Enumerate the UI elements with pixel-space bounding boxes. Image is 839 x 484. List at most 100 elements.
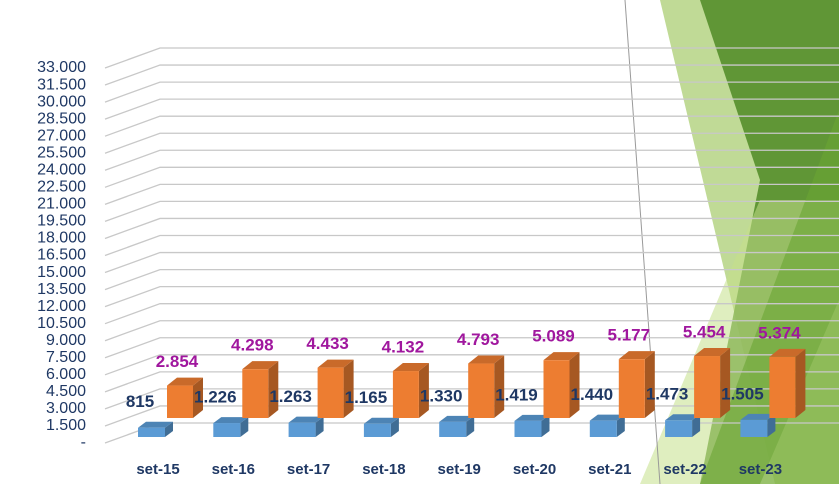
- bar-top: [242, 361, 279, 370]
- y-tick-label: -: [81, 434, 86, 451]
- y-tick-label: 33.000: [37, 59, 86, 76]
- bar: [618, 359, 645, 418]
- bar: [242, 369, 269, 418]
- bar-side: [240, 417, 249, 437]
- grid-line: [104, 268, 839, 291]
- grid-line: [104, 354, 839, 376]
- bar-top: [769, 348, 806, 357]
- grid-line: [104, 98, 839, 120]
- bar: [363, 423, 391, 437]
- data-label: 1.226: [194, 388, 237, 407]
- x-tick-label: set-16: [212, 461, 255, 478]
- data-label: 4.433: [306, 334, 349, 353]
- grid-line: [104, 320, 839, 342]
- data-label: 1.419: [495, 385, 538, 404]
- grid-line: [104, 149, 839, 171]
- bar: [392, 371, 419, 418]
- bar-side: [616, 414, 625, 437]
- grid-line: [104, 405, 839, 427]
- data-label: 1.473: [646, 385, 689, 404]
- grid-line: [104, 64, 839, 86]
- bar-top: [740, 413, 776, 420]
- y-tick-label: 27.000: [37, 127, 86, 144]
- x-tick-label: set-15: [136, 461, 179, 478]
- grid-line: [104, 388, 839, 410]
- bar-top: [363, 417, 399, 424]
- bar: [317, 367, 344, 418]
- data-label: 815: [126, 392, 154, 411]
- y-tick-label: 19.500: [37, 213, 86, 230]
- x-tick-label: set-20: [513, 461, 556, 478]
- background-decoration: [624, 0, 839, 484]
- bar-top: [589, 414, 625, 421]
- bar: [138, 427, 165, 437]
- data-label: 1.165: [345, 388, 388, 407]
- bar-side: [720, 348, 731, 418]
- y-tick-label: 6.000: [46, 366, 86, 383]
- data-label: 1.330: [420, 386, 463, 405]
- x-tick-label: set-18: [362, 461, 405, 478]
- bar-top: [618, 351, 655, 360]
- bar-top: [138, 421, 173, 428]
- x-tick-label: set-19: [438, 461, 481, 478]
- y-tick-label: 3.000: [46, 400, 86, 417]
- bar-side: [767, 413, 776, 437]
- bar: [589, 420, 617, 437]
- bar: [468, 363, 495, 418]
- grid-line: [104, 47, 839, 69]
- bar-side: [343, 359, 354, 418]
- y-tick-label: 15.000: [37, 264, 86, 281]
- bar-top: [213, 417, 249, 424]
- y-tick-label: 4.500: [46, 383, 86, 400]
- x-tick-label: set-22: [663, 461, 706, 478]
- data-label: 1.505: [721, 384, 764, 403]
- grid-line: [104, 200, 839, 223]
- data-label: 1.440: [571, 385, 614, 404]
- grid-line: [104, 285, 839, 308]
- y-tick-label: 24.000: [37, 161, 86, 178]
- bar-side: [418, 363, 429, 418]
- bar: [288, 422, 316, 437]
- grid-line: [104, 132, 839, 154]
- grid-line: [104, 371, 839, 393]
- data-label: 5.089: [532, 327, 575, 346]
- bar: [694, 356, 721, 418]
- data-label: 5.454: [683, 323, 726, 342]
- bar-top: [543, 352, 580, 361]
- y-tick-label: 28.500: [37, 110, 86, 127]
- bar-top: [514, 414, 550, 421]
- grid-line: [104, 166, 839, 188]
- data-label: 1.263: [269, 387, 312, 406]
- y-tick-label: 25.500: [37, 144, 86, 161]
- bar-side: [268, 361, 279, 418]
- bar-top: [439, 415, 475, 422]
- bar-side: [315, 416, 324, 437]
- y-tick-label: 16.500: [37, 247, 86, 264]
- x-tick-label: set-23: [739, 461, 782, 478]
- data-label: 4.298: [231, 336, 274, 355]
- y-tick-label: 18.000: [37, 230, 86, 247]
- y-tick-label: 9.000: [46, 332, 86, 349]
- bar-top: [167, 377, 203, 386]
- bar-side: [466, 415, 475, 437]
- bar-top: [317, 359, 354, 368]
- bar: [167, 385, 193, 418]
- grid-line: [104, 183, 839, 205]
- bar-top: [665, 414, 701, 421]
- bar-side: [569, 352, 580, 418]
- grid-line: [104, 217, 839, 240]
- grid-line: [104, 251, 839, 274]
- bar-top: [392, 363, 429, 372]
- bar-side: [165, 421, 173, 437]
- y-tick-label: 1.500: [46, 417, 86, 434]
- y-tick-label: 12.000: [37, 298, 86, 315]
- bar-side: [541, 414, 550, 437]
- bar-side: [390, 417, 399, 437]
- y-tick-label: 30.000: [37, 93, 86, 110]
- x-tick-label: set-17: [287, 461, 330, 478]
- y-tick-label: 13.500: [37, 281, 86, 298]
- data-label: 5.177: [608, 326, 651, 345]
- bar: [514, 420, 542, 437]
- bar: [769, 356, 796, 418]
